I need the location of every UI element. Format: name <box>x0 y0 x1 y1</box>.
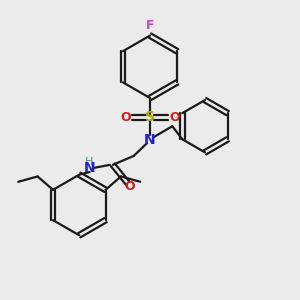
Text: N: N <box>144 133 156 147</box>
Text: F: F <box>146 19 154 32</box>
Text: O: O <box>169 111 180 124</box>
Text: H: H <box>85 158 93 167</box>
Text: O: O <box>124 180 134 193</box>
Text: N: N <box>84 161 95 175</box>
Text: S: S <box>145 110 155 124</box>
Text: O: O <box>120 111 131 124</box>
